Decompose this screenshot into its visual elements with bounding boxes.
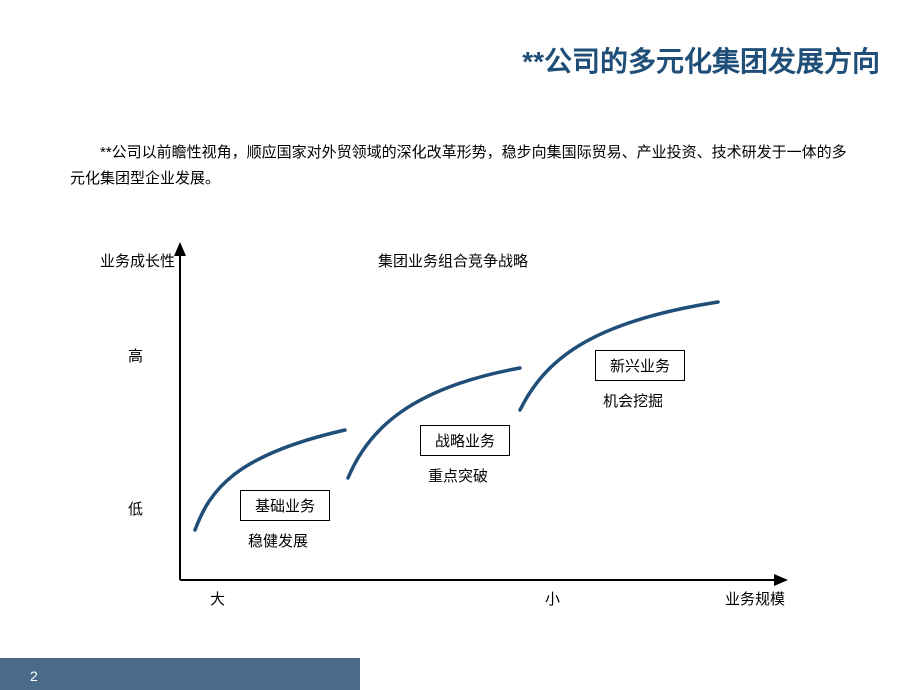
- slide-title: **公司的多元化集团发展方向: [522, 40, 880, 80]
- x-axis-label: 业务规模: [725, 588, 785, 609]
- y-axis-label: 业务成长性: [100, 250, 175, 271]
- box-emerging: 新兴业务: [595, 350, 685, 381]
- y-axis-arrow: [174, 242, 186, 256]
- intro-text: **公司以前瞻性视角，顺应国家对外贸领域的深化改革形势，稳步向集国际贸易、产业投…: [70, 140, 860, 191]
- strategy-chart: 业务成长性 集团业务组合竞争战略 高 低 大 小 业务规模 基础业务 稳健发展 …: [100, 230, 820, 630]
- y-tick-low: 低: [128, 498, 143, 519]
- slide: **公司的多元化集团发展方向 **公司以前瞻性视角，顺应国家对外贸领域的深化改革…: [0, 0, 920, 690]
- curve-2: [348, 368, 520, 478]
- sub-strategic: 重点突破: [428, 465, 488, 486]
- footer-bar: [0, 658, 360, 690]
- sub-emerging: 机会挖掘: [603, 390, 663, 411]
- x-tick-right: 小: [545, 588, 560, 609]
- x-axis-arrow: [774, 574, 788, 586]
- page-number: 2: [30, 668, 38, 684]
- box-basic: 基础业务: [240, 490, 330, 521]
- chart-title: 集团业务组合竞争战略: [378, 250, 528, 271]
- box-strategic: 战略业务: [420, 425, 510, 456]
- x-tick-left: 大: [210, 588, 225, 609]
- sub-basic: 稳健发展: [248, 530, 308, 551]
- y-tick-high: 高: [128, 345, 143, 366]
